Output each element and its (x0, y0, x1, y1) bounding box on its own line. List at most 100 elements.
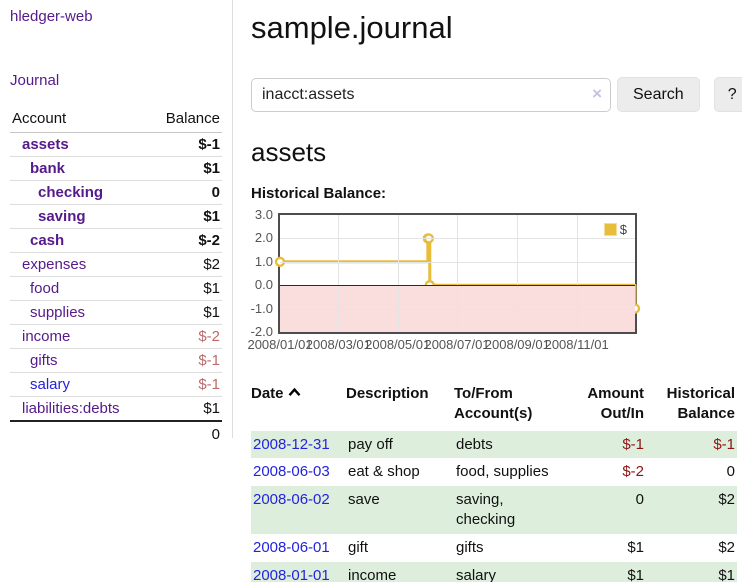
transaction-amount: 0 (566, 486, 646, 535)
account-row: bank $1 (10, 156, 222, 181)
register-header-row: Date Description To/From Account(s) Amou… (251, 382, 737, 431)
accounts-table: Account Balance assets $-1 ban (10, 106, 222, 447)
transaction-date-link[interactable]: 2008-06-02 (253, 491, 330, 509)
account-link[interactable]: checking (38, 184, 104, 201)
account-row: liabilities:debts $1 (10, 396, 222, 422)
register-header-balance: Historical Balance (666, 385, 735, 423)
account-row: income $-2 (10, 324, 222, 349)
transaction-balance: $-1 (646, 430, 737, 459)
account-row: gifts $-1 (10, 348, 222, 373)
transaction-description: income (346, 562, 454, 582)
register-header-amount: Amount Out/In (587, 385, 644, 423)
account-link[interactable]: supplies (30, 304, 86, 321)
account-row: assets $-1 (10, 132, 222, 157)
transaction-amount: $-2 (622, 463, 644, 481)
transaction-accounts: gifts (456, 539, 484, 557)
chart-plot: $ (274, 213, 641, 334)
search-box: × (251, 77, 611, 112)
account-link[interactable]: assets (22, 136, 69, 153)
transaction-balance: 0 (726, 463, 735, 481)
transaction-balance: $2 (646, 486, 737, 535)
transaction-description: eat & shop (348, 463, 420, 481)
transaction-accounts: food, supplies (456, 463, 549, 481)
x-axis-tick: 2008/03/01 (305, 337, 371, 352)
register-table: Date Description To/From Account(s) Amou… (251, 382, 737, 582)
accounts-rows: assets $-1 bank $1 checking (10, 132, 222, 422)
transaction-date-link[interactable]: 2008-06-01 (253, 539, 330, 557)
account-balance: $1 (148, 156, 222, 181)
account-balance: $1 (148, 276, 222, 301)
y-axis-tick: 0.0 (254, 277, 273, 293)
clear-search-icon[interactable]: × (592, 83, 602, 103)
account-link[interactable]: saving (38, 208, 86, 225)
sort-ascending-icon (288, 383, 301, 403)
account-balance: $1 (148, 204, 222, 229)
x-axis-tick: 2008/11/01 (544, 337, 609, 352)
account-link[interactable]: income (22, 328, 71, 345)
transaction-description: save (346, 486, 454, 535)
transaction-date-link[interactable]: 2008-12-31 (253, 435, 330, 453)
account-link[interactable]: liabilities:debts (22, 400, 120, 417)
legend-label: $ (619, 222, 627, 237)
account-balance: $-2 (148, 228, 222, 253)
account-balance: $1 (148, 396, 222, 422)
sidebar-item-journal[interactable]: Journal (10, 72, 60, 89)
accounts-total-row: 0 (10, 420, 222, 447)
register-row: 2008-01-01 income salary $1 $1 (251, 562, 737, 582)
account-link[interactable]: gifts (30, 352, 58, 369)
transaction-accounts: saving, checking (454, 486, 566, 535)
transaction-date-link[interactable]: 2008-01-01 (253, 567, 330, 582)
chart-legend: $ (601, 221, 629, 238)
search-form: × Search ? (251, 77, 742, 112)
account-row: expenses $2 (10, 252, 222, 277)
app-brand-link[interactable]: hledger-web (10, 8, 93, 25)
transaction-accounts: debts (454, 430, 566, 459)
account-balance: $-1 (148, 372, 222, 397)
transaction-date-link[interactable]: 2008-06-03 (253, 463, 330, 481)
x-axis-tick: 2008/01/01 (247, 337, 313, 352)
register-row: 2008-12-31 pay off debts $-1 $-1 (251, 430, 737, 459)
account-balance: $-2 (148, 324, 222, 349)
account-row: salary $-1 (10, 372, 222, 397)
help-button[interactable]: ? (713, 77, 742, 112)
account-link[interactable]: salary (30, 376, 71, 393)
account-row: checking 0 (10, 180, 222, 205)
search-input[interactable] (251, 77, 611, 112)
account-link[interactable]: cash (30, 232, 65, 249)
register-row: 2008-06-03 eat & shop food, supplies $-2… (251, 458, 737, 486)
accounts-header-account: Account (10, 106, 149, 133)
register-header-accounts: To/From Account(s) (454, 385, 533, 423)
register-rows: 2008-12-31 pay off debts $-1 $-1 2008-06… (251, 430, 737, 582)
account-balance: 0 (148, 180, 222, 205)
account-title: assets (251, 137, 327, 167)
search-button[interactable]: Search (617, 77, 700, 112)
account-link[interactable]: expenses (22, 256, 87, 273)
y-axis-tick: 3.0 (254, 207, 273, 222)
accounts-total-value: 0 (148, 420, 222, 447)
transaction-accounts: salary (454, 562, 566, 582)
accounts-header-balance: Balance (148, 106, 222, 133)
account-balance: $2 (148, 252, 222, 277)
transaction-amount: $-1 (566, 430, 646, 459)
account-link[interactable]: bank (30, 160, 66, 177)
legend-swatch-icon (603, 223, 617, 236)
account-balance: $-1 (148, 132, 222, 157)
account-balance: $-1 (148, 348, 222, 373)
register-header-description: Description (346, 385, 429, 402)
y-axis-tick: 1.0 (254, 253, 273, 269)
register-row: 2008-06-01 gift gifts $1 $2 (251, 534, 737, 562)
transaction-description: pay off (346, 430, 454, 459)
register-header-date[interactable]: Date (251, 382, 346, 431)
account-balance: $1 (148, 300, 222, 325)
account-row: food $1 (10, 276, 222, 301)
register-row: 2008-06-02 save saving, checking 0 $2 (251, 486, 737, 535)
historical-balance-chart: $ 3.0 2.0 1.0 0.0 -1.0 -2.0 2008/01/01 2008/03/… (247, 207, 641, 353)
account-row: saving $1 (10, 204, 222, 229)
account-link[interactable]: food (30, 280, 60, 297)
transaction-amount: $1 (566, 562, 646, 582)
main-content: sample.journal × Search ? assets Histori… (233, 0, 742, 582)
x-axis-tick: 2008/09/01 (484, 337, 550, 352)
y-axis-tick: 2.0 (254, 230, 273, 246)
sidebar: hledger-web Journal Account Balance asse… (0, 0, 233, 447)
